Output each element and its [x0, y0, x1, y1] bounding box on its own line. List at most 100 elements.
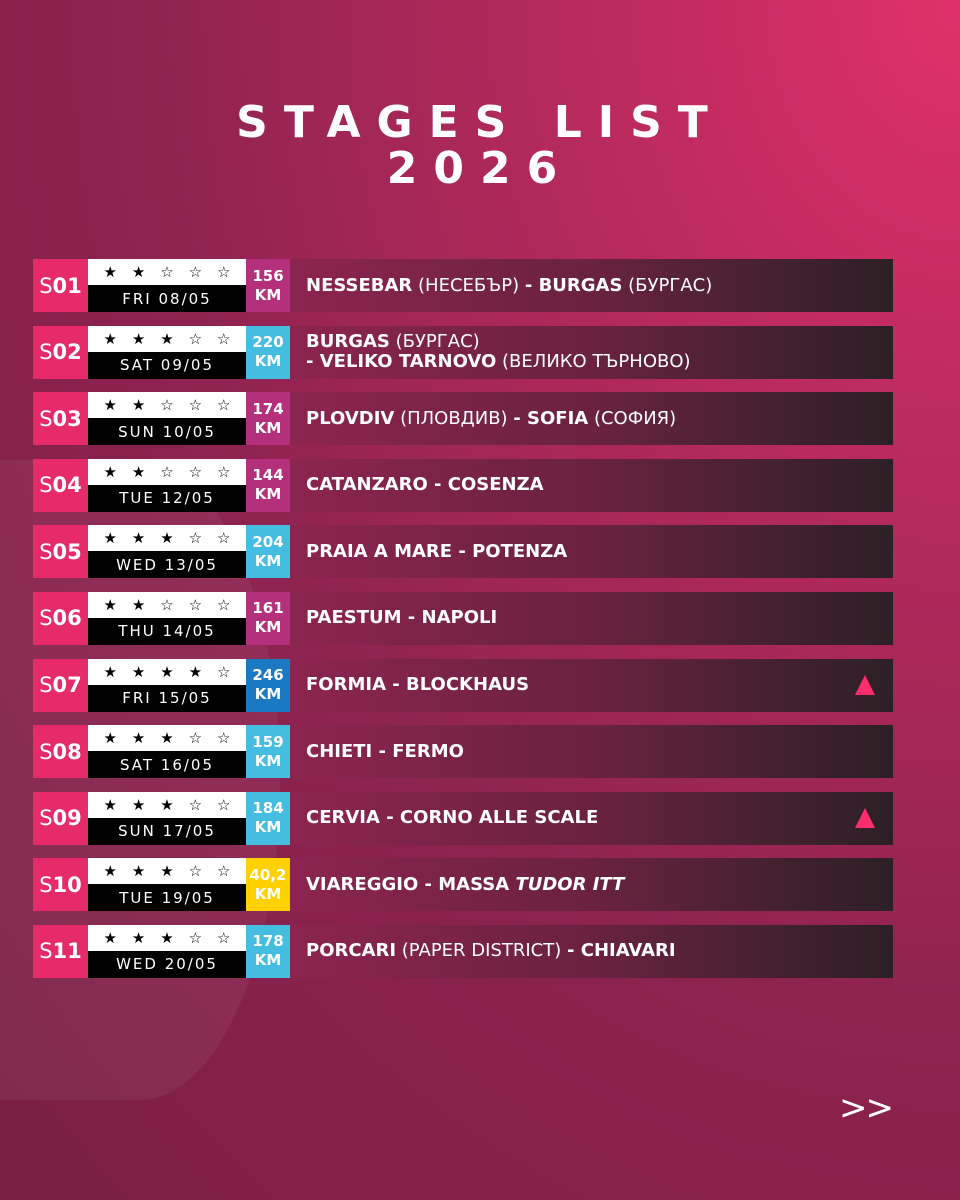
mountain-finish-icon — [855, 807, 875, 828]
stage-id: S 07 — [33, 658, 88, 712]
star-filled-icon: ★ — [160, 862, 174, 881]
star-outline-icon: ☆ — [188, 795, 203, 814]
star-outline-icon: ☆ — [217, 263, 231, 281]
stage-distance: 40,2 KM — [246, 858, 290, 912]
stage-date: WED 20/05 — [88, 950, 246, 978]
stage-route: CERVIA - CORNO ALLE SCALE — [290, 791, 893, 845]
stage-row: S 10 ★ ★ ★ ☆ ☆ TUE 19/05 40,2 KM VIAREGGIO - M… — [33, 858, 893, 912]
star-filled-icon: ★ — [103, 529, 117, 548]
route-part: - BURGAS — [524, 274, 623, 296]
star-outline-icon: ☆ — [217, 795, 231, 814]
difficulty-rating: ★ ★ ★ ★ ☆ — [88, 658, 246, 685]
stage-date: SAT 09/05 — [88, 351, 246, 379]
stage-row: S 02 ★ ★ ★ ☆ ☆ SAT 09/05 220 KM BURGAS (БУРГАС… — [33, 325, 893, 379]
stages-list: S 01 ★ ★ ☆ ☆ ☆ FRI 08/05 156 KM NESSEBAR (НЕСЕ… — [33, 259, 893, 992]
route-part: PLOVDIV — [306, 407, 395, 429]
page-title: STAGES LIST 2026 — [0, 100, 960, 192]
stage-date: WED 13/05 — [88, 551, 246, 579]
star-filled-icon: ★ — [103, 928, 117, 947]
star-filled-icon: ★ — [131, 462, 146, 481]
stage-date: FRI 15/05 — [88, 684, 246, 712]
star-filled-icon: ★ — [131, 662, 146, 681]
route-part: FORMIA - BLOCKHAUS — [306, 674, 530, 696]
star-outline-icon: ☆ — [217, 462, 231, 481]
stage-distance: 144 KM — [246, 458, 290, 512]
stage-date: TUE 19/05 — [88, 884, 246, 912]
stage-id: S 04 — [33, 458, 88, 512]
difficulty-rating: ★ ★ ★ ☆ ☆ — [88, 924, 246, 951]
route-part: PRAIA A MARE - POTENZA — [306, 540, 568, 562]
difficulty-rating: ★ ★ ☆ ☆ ☆ — [88, 259, 246, 285]
route-part: - VELIKO TARNOVO — [306, 351, 497, 373]
star-filled-icon: ★ — [103, 729, 117, 748]
star-filled-icon: ★ — [160, 529, 174, 548]
route-part: (БУРГАС) — [622, 274, 713, 296]
stage-distance: 204 KM — [246, 525, 290, 579]
difficulty-rating: ★ ★ ★ ☆ ☆ — [88, 525, 246, 552]
route-part: VIAREGGIO - MASSA — [306, 873, 516, 895]
star-filled-icon: ★ — [103, 862, 117, 881]
stage-id: S 06 — [33, 591, 88, 645]
star-filled-icon: ★ — [103, 263, 117, 281]
star-outline-icon: ☆ — [160, 396, 174, 415]
star-outline-icon: ☆ — [160, 595, 174, 614]
stage-id: S 02 — [33, 325, 88, 379]
star-outline-icon: ☆ — [188, 263, 203, 281]
star-filled-icon: ★ — [131, 329, 146, 348]
stage-row: S 04 ★ ★ ☆ ☆ ☆ TUE 12/05 144 KM CATANZARO - CO… — [33, 458, 893, 512]
star-filled-icon: ★ — [103, 595, 117, 614]
route-part: TUDOR ITT — [515, 873, 625, 895]
stage-id: S 10 — [33, 858, 88, 912]
stage-date: SUN 17/05 — [88, 817, 246, 845]
difficulty-rating: ★ ★ ☆ ☆ ☆ — [88, 591, 246, 618]
star-filled-icon: ★ — [160, 662, 174, 681]
star-filled-icon: ★ — [103, 662, 117, 681]
stage-distance: 156 KM — [246, 259, 290, 312]
route-part: (НЕСЕБЪР) — [412, 274, 525, 296]
stage-id: S 11 — [33, 924, 88, 978]
title-line-2: 2026 — [386, 143, 574, 194]
star-outline-icon: ☆ — [188, 329, 203, 348]
route-part: - CHIAVARI — [567, 940, 676, 962]
star-filled-icon: ★ — [131, 529, 146, 548]
title-line-1: STAGES LIST — [236, 97, 724, 148]
star-outline-icon: ☆ — [217, 662, 231, 681]
star-outline-icon: ☆ — [160, 263, 174, 281]
star-filled-icon: ★ — [160, 729, 174, 748]
stage-date: TUE 12/05 — [88, 484, 246, 512]
difficulty-rating: ★ ★ ★ ☆ ☆ — [88, 858, 246, 885]
star-outline-icon: ☆ — [188, 862, 203, 881]
next-button[interactable]: >> — [839, 1088, 894, 1128]
stage-row: S 05 ★ ★ ★ ☆ ☆ WED 13/05 204 KM PRAIA A MARE -… — [33, 525, 893, 579]
stage-row: S 03 ★ ★ ☆ ☆ ☆ SUN 10/05 174 KM PLOVDIV (ПЛОВД… — [33, 392, 893, 446]
star-filled-icon: ★ — [160, 928, 174, 947]
star-outline-icon: ☆ — [188, 396, 203, 415]
stage-row: S 09 ★ ★ ★ ☆ ☆ SUN 17/05 184 KM CERVIA - CORNO… — [33, 791, 893, 845]
route-part: - SOFIA — [513, 407, 589, 429]
stage-route: CHIETI - FERMO — [290, 725, 893, 779]
stage-route: FORMIA - BLOCKHAUS — [290, 658, 893, 712]
star-filled-icon: ★ — [131, 862, 146, 881]
stage-route: CATANZARO - COSENZA — [290, 458, 893, 512]
star-filled-icon: ★ — [160, 329, 174, 348]
stage-distance: 246 KM — [246, 658, 290, 712]
star-filled-icon: ★ — [160, 795, 174, 814]
star-outline-icon: ☆ — [217, 396, 231, 415]
route-part: CERVIA - CORNO ALLE SCALE — [306, 807, 599, 829]
stage-distance: 184 KM — [246, 791, 290, 845]
route-part: (ВЕЛИКО ТЪРНОВО) — [496, 351, 691, 373]
route-part: NESSEBAR — [306, 274, 413, 296]
star-filled-icon: ★ — [103, 462, 117, 481]
star-outline-icon: ☆ — [217, 329, 231, 348]
difficulty-rating: ★ ★ ☆ ☆ ☆ — [88, 458, 246, 485]
stage-distance: 220 KM — [246, 325, 290, 379]
star-filled-icon: ★ — [188, 662, 203, 681]
stage-row: S 01 ★ ★ ☆ ☆ ☆ FRI 08/05 156 KM NESSEBAR (НЕСЕ… — [33, 259, 893, 312]
stage-distance: 178 KM — [246, 924, 290, 978]
stage-row: S 11 ★ ★ ★ ☆ ☆ WED 20/05 178 KM PORCARI (PAPER… — [33, 924, 893, 978]
star-outline-icon: ☆ — [188, 529, 203, 548]
stage-id: S 03 — [33, 392, 88, 446]
star-filled-icon: ★ — [103, 795, 117, 814]
route-part: CHIETI - FERMO — [306, 740, 464, 762]
stage-route: PAESTUM - NAPOLI — [290, 591, 893, 645]
